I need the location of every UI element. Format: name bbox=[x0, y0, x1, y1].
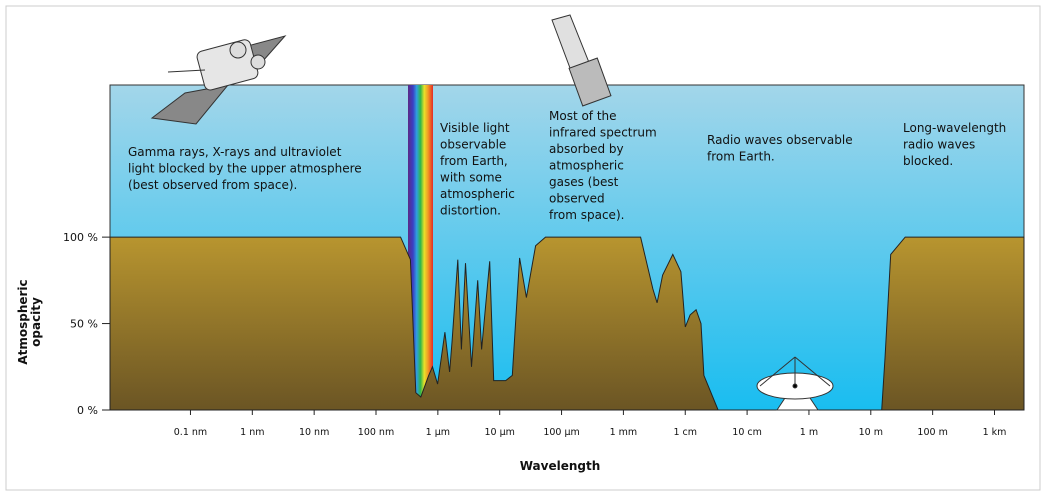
x-tick-label: 1 mm bbox=[610, 427, 638, 438]
x-tick-label: 1 m bbox=[800, 427, 818, 438]
annotation: distortion. bbox=[440, 204, 501, 218]
annotation: Gamma rays, X-rays and ultraviolet bbox=[128, 145, 342, 159]
x-tick-label: 10 cm bbox=[732, 427, 762, 438]
y-tick-label: 100 % bbox=[63, 231, 98, 244]
plot bbox=[109, 236, 1025, 411]
annotation: Radio waves observable bbox=[707, 133, 853, 147]
satellite-icon bbox=[150, 35, 287, 125]
x-tick-label: 100 nm bbox=[358, 427, 394, 438]
annotation: Visible light bbox=[440, 121, 510, 135]
annotation: gases (best bbox=[549, 175, 619, 189]
x-tick-label: 100 µm bbox=[543, 427, 579, 438]
annotation: from space). bbox=[549, 208, 624, 222]
annotation: absorbed by bbox=[549, 142, 624, 156]
annotation: Most of the bbox=[549, 109, 617, 123]
annotation: atmospheric bbox=[440, 187, 515, 201]
x-tick-label: 1 µm bbox=[426, 427, 450, 438]
annotation: observable bbox=[440, 138, 506, 152]
x-tick-label: 1 nm bbox=[240, 427, 264, 438]
y-tick-label: 0 % bbox=[77, 404, 98, 417]
annotation: with some bbox=[440, 171, 502, 185]
x-axis-label: Wavelength bbox=[520, 459, 601, 473]
annotation: observed bbox=[549, 192, 605, 206]
x-tick-label: 10 nm bbox=[299, 427, 329, 438]
annotation: (best observed from space). bbox=[128, 178, 297, 192]
annotation: atmospheric bbox=[549, 159, 624, 173]
x-tick-label: 1 km bbox=[983, 427, 1007, 438]
x-tick-label: 10 m bbox=[859, 427, 883, 438]
annotation: radio waves bbox=[903, 138, 975, 152]
y-axis-label: Atmospheric bbox=[16, 279, 30, 364]
annotation: infrared spectrum bbox=[549, 126, 657, 140]
annotation: light blocked by the upper atmosphere bbox=[128, 162, 362, 176]
x-tick-label: 100 m bbox=[917, 427, 947, 438]
x-tick-label: 0.1 nm bbox=[174, 427, 207, 438]
x-tick-label: 10 µm bbox=[484, 427, 514, 438]
annotation: from Earth, bbox=[440, 154, 508, 168]
y-tick-label: 50 % bbox=[70, 318, 98, 331]
y-axis-label: opacity bbox=[29, 297, 43, 347]
dish-icon bbox=[756, 356, 834, 411]
annotation: Long-wavelength bbox=[903, 121, 1006, 135]
annotation: from Earth. bbox=[707, 150, 775, 164]
telescope-icon bbox=[551, 14, 612, 107]
annotation: blocked. bbox=[903, 154, 953, 168]
x-tick-label: 1 cm bbox=[673, 427, 697, 438]
